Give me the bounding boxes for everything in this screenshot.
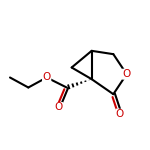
Text: O: O [116,109,124,119]
Text: O: O [54,102,62,112]
Text: O: O [43,72,51,83]
Text: O: O [123,69,131,79]
